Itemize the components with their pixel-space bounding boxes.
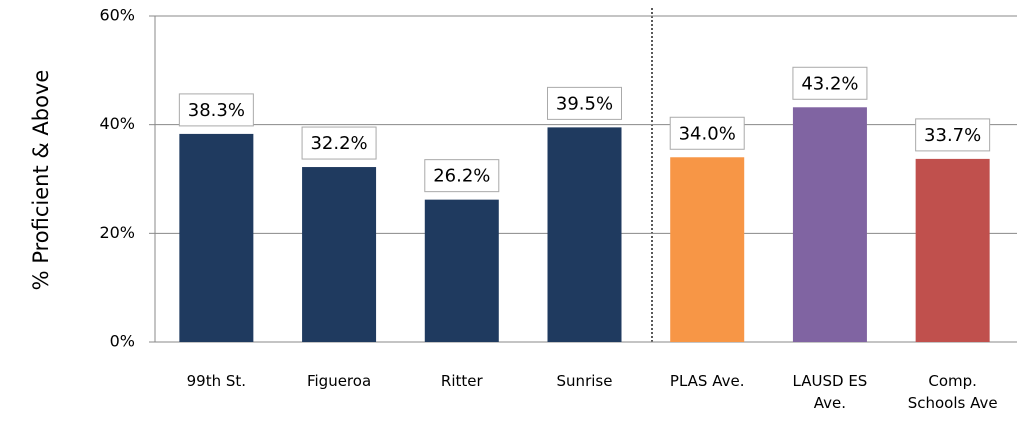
- value-label: 33.7%: [924, 125, 981, 146]
- value-label: 43.2%: [801, 73, 858, 94]
- x-tick-label: Figueroa: [306, 372, 372, 390]
- bar: [302, 167, 377, 342]
- x-tick-label: Ritter: [440, 372, 483, 390]
- value-label-box: [424, 159, 500, 193]
- value-label: 38.3%: [188, 100, 245, 121]
- x-tick-label: Sunrise: [556, 372, 613, 390]
- value-label: 26.2%: [433, 166, 490, 187]
- bar: [179, 133, 254, 342]
- bar: [424, 199, 499, 342]
- y-tick-label: 20%: [99, 223, 135, 242]
- bar: [670, 157, 745, 342]
- value-label-box: [301, 126, 377, 160]
- y-tick-label: 60%: [99, 6, 135, 25]
- value-label-box: [915, 118, 991, 152]
- value-label-box: [669, 116, 745, 150]
- value-label: 32.2%: [310, 133, 367, 154]
- x-tick-label: 99th St.: [186, 372, 247, 390]
- y-axis-label: % Proficient & Above: [29, 70, 53, 291]
- value-label-box: [178, 93, 254, 127]
- y-tick-label: 40%: [99, 114, 135, 133]
- x-tick-label: LAUSD ES Ave.: [792, 372, 868, 412]
- bar: [547, 127, 622, 342]
- y-tick-label: 0%: [110, 332, 135, 351]
- bar: [915, 158, 990, 342]
- value-label: 39.5%: [556, 93, 613, 114]
- value-label-box: [547, 86, 622, 120]
- x-tick-label: Comp. Schools Ave: [907, 372, 998, 412]
- x-tick-label: PLAS Ave.: [669, 372, 745, 390]
- value-label: 34.0%: [679, 123, 736, 144]
- value-label-box: [792, 66, 868, 100]
- bar: [792, 107, 867, 342]
